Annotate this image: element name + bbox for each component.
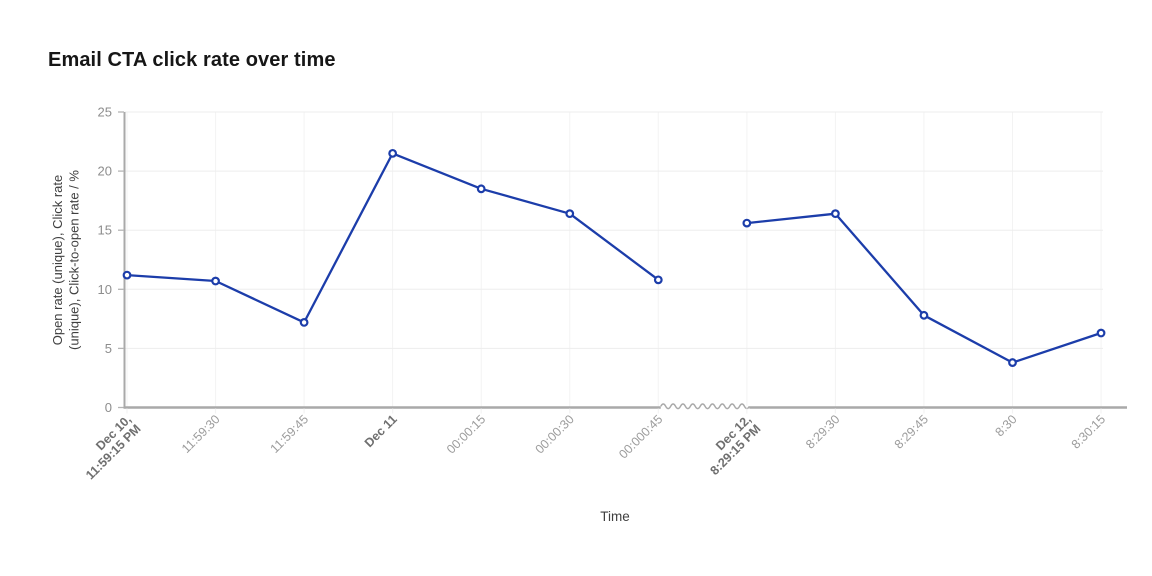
x-tick-label: Dec 10,11:59:15 PM bbox=[74, 412, 144, 482]
axis-break-squiggle bbox=[660, 403, 751, 410]
data-point[interactable] bbox=[299, 317, 309, 327]
data-point[interactable] bbox=[211, 276, 220, 286]
x-tick-label: 11:59:45 bbox=[268, 412, 312, 456]
x-tick-label: 00:000:45 bbox=[616, 412, 665, 461]
data-point[interactable] bbox=[742, 218, 752, 228]
data-point[interactable] bbox=[122, 270, 132, 280]
x-tick-label: 8:29:45 bbox=[892, 412, 931, 451]
x-tick-label: Dec 11 bbox=[362, 412, 400, 450]
x-tick-label: Dec 12,8:29:15 PM bbox=[698, 412, 764, 478]
y-axis-title: Open rate (unique), Click rate (unique), … bbox=[50, 170, 82, 350]
y-tick-label: 5 bbox=[105, 341, 112, 356]
data-point[interactable] bbox=[1096, 328, 1106, 338]
data-point[interactable] bbox=[831, 209, 840, 219]
x-tick-label: 8:30 bbox=[993, 412, 1020, 439]
y-tick-label: 25 bbox=[98, 105, 112, 120]
x-tick-label: 8:29:30 bbox=[803, 412, 842, 451]
data-point[interactable] bbox=[919, 310, 929, 320]
data-point[interactable] bbox=[476, 184, 486, 194]
x-tick-label: 00:00:30 bbox=[533, 412, 577, 456]
y-tick-label: 0 bbox=[105, 400, 112, 415]
data-point[interactable] bbox=[565, 209, 575, 219]
x-tick-label: 00:00:15 bbox=[444, 412, 488, 456]
x-axis-title: Time bbox=[600, 509, 630, 524]
y-tick-label: 10 bbox=[98, 282, 112, 297]
chart-title: Email CTA click rate over time bbox=[48, 49, 336, 71]
data-point[interactable] bbox=[653, 275, 663, 285]
x-tick-label: 11:59:30 bbox=[179, 412, 223, 456]
data-point[interactable] bbox=[1008, 358, 1017, 367]
y-tick-label: 15 bbox=[98, 223, 112, 238]
y-tick-label: 20 bbox=[98, 164, 112, 179]
data-point[interactable] bbox=[388, 148, 398, 158]
x-tick-label: 8:30:15 bbox=[1069, 412, 1108, 451]
